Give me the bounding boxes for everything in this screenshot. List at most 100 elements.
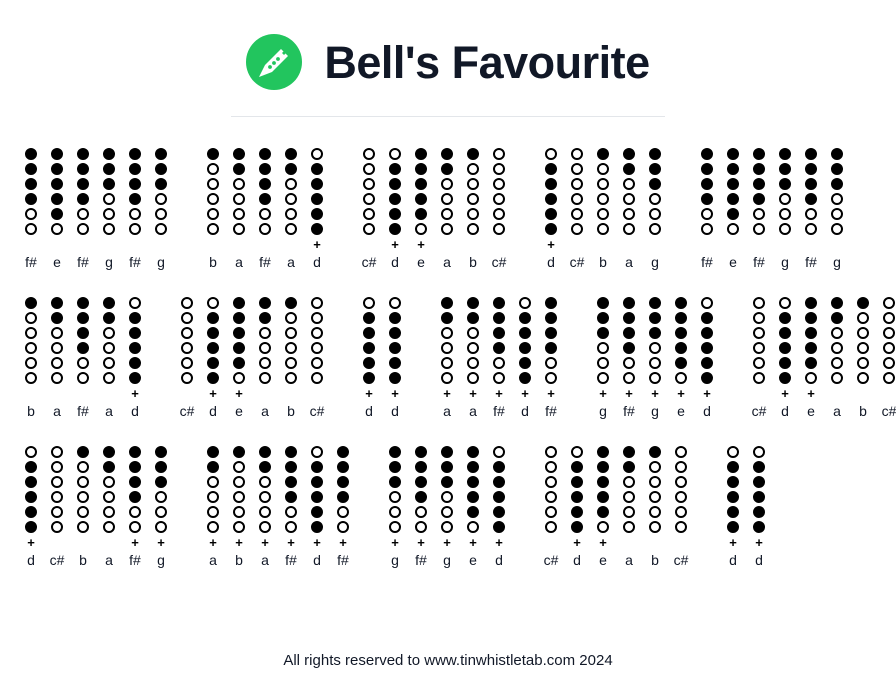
note-column[interactable]: + d xyxy=(356,297,382,420)
note-column[interactable]: + d xyxy=(382,297,408,420)
note-column[interactable]: + f# xyxy=(330,446,356,569)
note-column[interactable]: + a xyxy=(434,297,460,420)
note-column[interactable]: + d xyxy=(564,446,590,569)
note-column[interactable]: a xyxy=(616,446,642,569)
note-column[interactable]: + e xyxy=(668,297,694,420)
note-column[interactable]: c# xyxy=(44,446,70,569)
tin-whistle-logo-icon xyxy=(246,34,303,90)
hole-closed-icon xyxy=(51,163,63,175)
note-column[interactable]: a xyxy=(96,297,122,420)
note-column[interactable]: a xyxy=(44,297,70,420)
hole-closed-icon xyxy=(649,178,661,190)
note-column[interactable]: g xyxy=(772,148,798,271)
note-column[interactable]: + d xyxy=(746,446,772,569)
note-column[interactable]: b xyxy=(590,148,616,271)
note-column[interactable]: c# xyxy=(564,148,590,271)
hole-open-icon xyxy=(467,521,479,533)
octave-mark: + xyxy=(547,237,555,252)
note-column[interactable]: + e xyxy=(408,148,434,271)
note-column[interactable]: g xyxy=(642,148,668,271)
note-column[interactable]: c# xyxy=(174,297,200,420)
note-column[interactable]: + d xyxy=(720,446,746,569)
note-column[interactable]: + f# xyxy=(616,297,642,420)
note-column[interactable]: b xyxy=(278,297,304,420)
note-column[interactable]: a xyxy=(616,148,642,271)
note-column[interactable]: c# xyxy=(538,446,564,569)
hole-open-icon xyxy=(779,208,791,220)
note-column[interactable]: + g xyxy=(434,446,460,569)
note-column[interactable]: f# xyxy=(694,148,720,271)
note-column[interactable]: + d xyxy=(18,446,44,569)
note-column[interactable]: g xyxy=(148,148,174,271)
note-column[interactable]: c# xyxy=(668,446,694,569)
note-column[interactable]: + e xyxy=(590,446,616,569)
note-column[interactable]: e xyxy=(44,148,70,271)
note-column[interactable]: f# xyxy=(798,148,824,271)
note-column[interactable]: a xyxy=(226,148,252,271)
note-column[interactable]: + a xyxy=(252,446,278,569)
note-column[interactable]: + f# xyxy=(122,446,148,569)
note-column[interactable]: e xyxy=(720,148,746,271)
note-column[interactable]: c# xyxy=(876,297,896,420)
note-column[interactable]: a xyxy=(824,297,850,420)
fingering-holes xyxy=(285,297,297,384)
note-column[interactable]: g xyxy=(96,148,122,271)
hole-open-icon xyxy=(51,357,63,369)
hole-closed-icon xyxy=(285,148,297,160)
note-column[interactable]: f# xyxy=(70,297,96,420)
note-column[interactable]: + g xyxy=(642,297,668,420)
note-column[interactable]: + e xyxy=(226,297,252,420)
note-column[interactable]: + d xyxy=(512,297,538,420)
note-column[interactable]: a xyxy=(278,148,304,271)
hole-open-icon xyxy=(441,193,453,205)
note-column[interactable]: a xyxy=(96,446,122,569)
note-column[interactable]: c# xyxy=(746,297,772,420)
hole-open-icon xyxy=(623,476,635,488)
note-column[interactable]: b xyxy=(200,148,226,271)
hole-open-icon xyxy=(493,223,505,235)
note-column[interactable]: + d xyxy=(538,148,564,271)
note-column[interactable]: + d xyxy=(694,297,720,420)
note-column[interactable]: b xyxy=(642,446,668,569)
note-column[interactable]: + a xyxy=(200,446,226,569)
note-column[interactable]: + d xyxy=(304,446,330,569)
note-column[interactable]: + b xyxy=(226,446,252,569)
fingering-holes xyxy=(493,297,505,384)
hole-open-icon xyxy=(571,163,583,175)
hole-open-icon xyxy=(675,476,687,488)
note-column[interactable]: b xyxy=(70,446,96,569)
note-column[interactable]: + d xyxy=(486,446,512,569)
note-column[interactable]: + d xyxy=(772,297,798,420)
note-column[interactable]: f# xyxy=(18,148,44,271)
note-column[interactable]: + e xyxy=(798,297,824,420)
note-column[interactable]: b xyxy=(18,297,44,420)
note-column[interactable]: c# xyxy=(486,148,512,271)
note-column[interactable]: a xyxy=(252,297,278,420)
note-column[interactable]: + f# xyxy=(538,297,564,420)
note-column[interactable]: + d xyxy=(200,297,226,420)
note-column[interactable]: b xyxy=(850,297,876,420)
note-column[interactable]: + f# xyxy=(486,297,512,420)
note-column[interactable]: + g xyxy=(148,446,174,569)
note-column[interactable]: + g xyxy=(382,446,408,569)
octave-mark: + xyxy=(391,237,399,252)
note-column[interactable]: + e xyxy=(460,446,486,569)
note-column[interactable]: + f# xyxy=(278,446,304,569)
note-column[interactable]: f# xyxy=(252,148,278,271)
note-column[interactable]: a xyxy=(434,148,460,271)
note-column[interactable]: c# xyxy=(304,297,330,420)
note-column[interactable]: c# xyxy=(356,148,382,271)
hole-closed-icon xyxy=(545,178,557,190)
note-column[interactable]: + f# xyxy=(408,446,434,569)
hole-open-icon xyxy=(181,372,193,384)
note-column[interactable]: + g xyxy=(590,297,616,420)
note-column[interactable]: f# xyxy=(70,148,96,271)
note-column[interactable]: + a xyxy=(460,297,486,420)
note-column[interactable]: + d xyxy=(304,148,330,271)
note-column[interactable]: g xyxy=(824,148,850,271)
note-column[interactable]: f# xyxy=(122,148,148,271)
note-column[interactable]: + d xyxy=(382,148,408,271)
note-column[interactable]: + d xyxy=(122,297,148,420)
note-column[interactable]: b xyxy=(460,148,486,271)
note-column[interactable]: f# xyxy=(746,148,772,271)
